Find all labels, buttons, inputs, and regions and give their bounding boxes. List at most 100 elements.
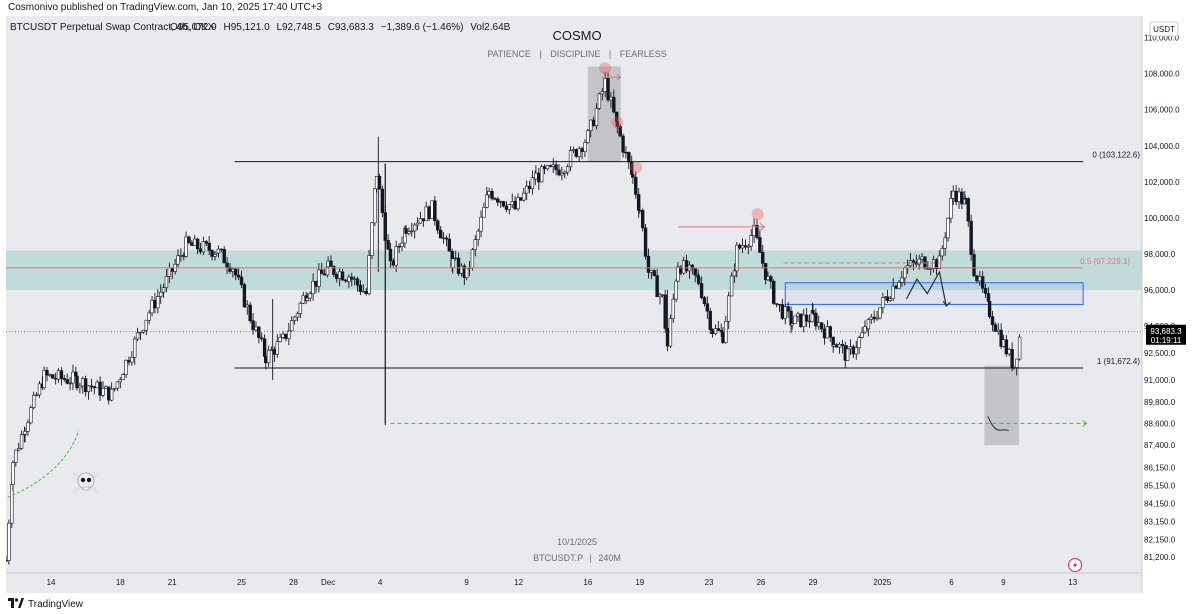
candle-body <box>487 191 491 196</box>
candle-body <box>746 245 751 248</box>
candle-body <box>56 370 61 380</box>
candle-body <box>1001 339 1006 347</box>
candle-body <box>290 320 294 332</box>
candle-body <box>278 336 282 343</box>
candle-body <box>135 332 140 340</box>
lightning-alert-icon[interactable] <box>1068 558 1082 572</box>
candle-body <box>978 276 982 282</box>
candle-body <box>702 297 707 304</box>
candle-body <box>170 267 174 272</box>
candle-body <box>980 276 985 289</box>
candle-body <box>190 242 194 246</box>
candle-body <box>643 227 648 257</box>
candle-body <box>404 228 408 234</box>
time-tick-label: 29 <box>809 578 818 587</box>
currency-button[interactable] <box>1149 21 1179 37</box>
time-tick-label: 25 <box>237 578 246 587</box>
candle-body <box>380 188 385 213</box>
candle-body <box>522 192 526 201</box>
candle-body <box>872 316 876 320</box>
candle-body <box>780 304 785 319</box>
legend-symbol[interactable]: BTCUSDT Perpetual Swap Contract, 4h, OKX <box>10 22 215 33</box>
price-tick-label: 85,150.0 <box>1144 482 1176 491</box>
candle-body <box>591 119 596 127</box>
candle-body <box>374 176 379 190</box>
candle-body <box>527 185 532 190</box>
candle-body <box>37 383 42 396</box>
liquidity-marker-icon <box>630 161 643 174</box>
candle-body <box>819 322 824 330</box>
drawn-arrow-head-icon <box>942 300 951 308</box>
current-price-value: 93,683.3 <box>1150 327 1182 336</box>
candle-body <box>355 278 360 286</box>
candle-body <box>724 321 728 344</box>
watermark-symbol-interval: BTCUSDT.P | 240M <box>533 553 621 563</box>
candle-body <box>317 269 321 287</box>
demand-zone <box>6 250 1142 290</box>
candle-body <box>438 229 443 239</box>
candle-body <box>786 306 790 312</box>
candle-body <box>195 238 200 250</box>
blue-box <box>784 282 1084 305</box>
candle-body <box>900 277 904 283</box>
liquidity-marker-icon <box>751 208 764 221</box>
candle-body <box>367 255 371 294</box>
candle-body <box>606 78 610 101</box>
candle-body <box>29 407 33 424</box>
price-tick-label: 82,150.0 <box>1144 536 1176 545</box>
candle-body <box>640 210 645 229</box>
current-price-tag: 93,683.3 01:19:11 <box>1146 324 1186 345</box>
candle-body <box>26 422 30 432</box>
candle-body <box>156 296 160 309</box>
candle-body <box>51 374 55 379</box>
candle-body <box>352 278 357 280</box>
legend-volume: Vol2.64B <box>470 22 510 33</box>
candle-body <box>150 299 154 314</box>
price-axis[interactable]: 110,000.0 108,000.0 106,000.0 104,000.0 102,… <box>1144 34 1180 562</box>
candle-body <box>674 280 678 300</box>
candle-body <box>758 237 762 253</box>
chart-canvas[interactable]: 110,000.0 108,000.0 106,000.0 104,000.0 102,… <box>0 0 1200 594</box>
candle-body <box>68 382 72 385</box>
candle-body <box>929 268 933 270</box>
candle-body <box>799 313 803 327</box>
candle-body <box>655 275 659 298</box>
tradingview-logo[interactable]: TradingView <box>8 598 83 611</box>
candle-body <box>204 241 209 244</box>
watermark-symbol: BTCUSDT.P <box>533 553 583 563</box>
candle-body <box>397 246 401 248</box>
green-target-arrow-icon <box>1082 419 1088 427</box>
candle-body <box>158 291 163 297</box>
candle-body <box>34 394 39 397</box>
candle-body <box>153 299 157 309</box>
candle-body <box>845 348 850 361</box>
candle-body <box>23 431 27 435</box>
price-tick-label: 104,000.0 <box>1144 142 1180 151</box>
candle-body <box>671 298 675 319</box>
candle-body <box>424 206 428 222</box>
candle-body <box>493 198 497 200</box>
candle-body <box>305 297 310 301</box>
candle-body <box>507 204 512 210</box>
candle-body <box>854 347 858 355</box>
time-axis[interactable]: 14 18 21 25 28 Dec 4 9 12 16 19 23 26 29 2025 6 9 13 <box>47 578 1078 587</box>
candle-body <box>516 197 520 210</box>
candle-body <box>875 317 879 320</box>
candle-body <box>539 166 544 183</box>
candle-body <box>326 260 330 268</box>
candle-body <box>1010 349 1014 369</box>
candle-body <box>881 297 885 309</box>
candle-body <box>248 304 252 321</box>
candle-body <box>888 298 893 301</box>
candle-body <box>92 386 97 389</box>
candle-body <box>597 93 602 109</box>
candle-body <box>485 194 489 208</box>
candle-body <box>130 357 134 363</box>
candle-body <box>863 326 867 334</box>
time-tick-label: 23 <box>705 578 714 587</box>
candle-body <box>19 434 24 449</box>
candle-body <box>612 96 616 113</box>
candle-body <box>557 169 561 176</box>
candle-body <box>347 276 351 282</box>
candle-body <box>1015 358 1019 368</box>
